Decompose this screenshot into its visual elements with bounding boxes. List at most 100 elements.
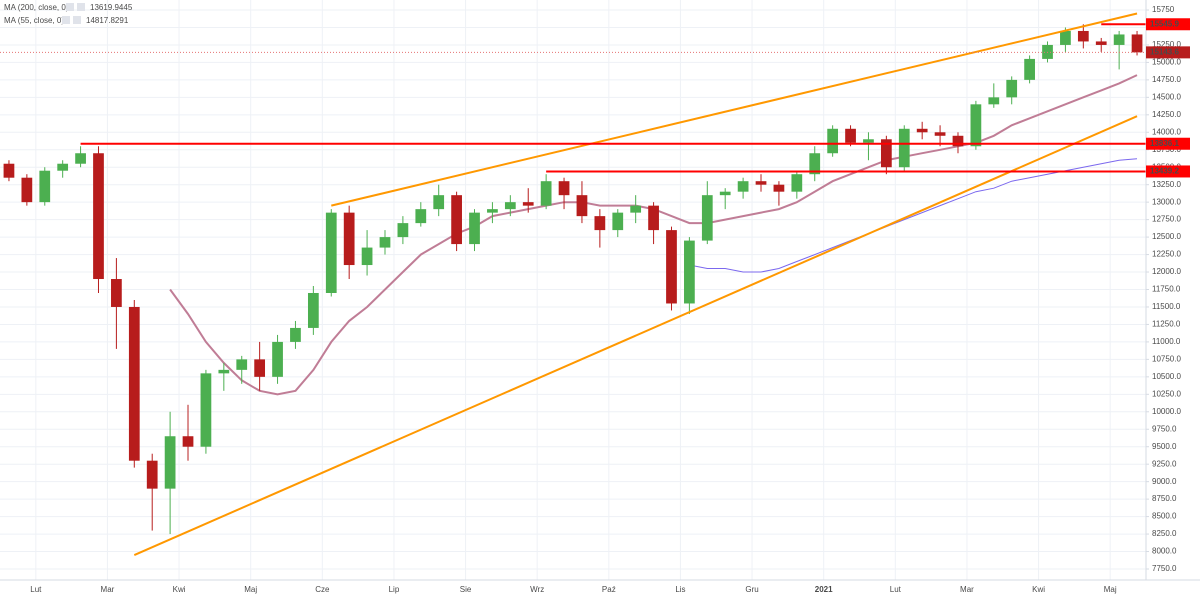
price-badge [1146,137,1190,150]
candle-body [415,209,427,224]
candle-body [343,212,355,266]
candle-body [93,153,104,280]
candle-body [845,128,856,143]
candle-body [1077,30,1089,42]
x-tick-label: Sie [460,585,472,594]
x-tick-label: Maj [1104,585,1117,594]
y-tick-label: 9750.0 [1152,424,1177,433]
candle-body [1131,34,1143,53]
candle-body [952,135,964,147]
candle-body [433,195,445,210]
candle-body [307,292,319,328]
y-tick-label: 11500.0 [1152,302,1181,311]
candle-body [451,195,462,245]
y-tick-label: 15250.0 [1152,40,1181,49]
axes: 7750.0 8000.0 8250.0 8500.0 8750.0 9000.0 9250… [30,5,1190,594]
x-tick-label: Maj [244,585,257,594]
x-tick-label: 2021 [815,585,833,594]
candle-body [684,240,695,304]
candle-body [290,327,301,342]
candle-body [1006,79,1018,98]
y-tick-label: 10500.0 [1152,372,1181,381]
y-tick-label: 12250.0 [1152,250,1181,259]
x-tick-label: Mar [101,585,115,594]
candle-body [182,436,194,447]
x-tick-label: Kwi [173,585,186,594]
y-tick-label: 14500.0 [1152,92,1181,101]
x-tick-label: Kwi [1032,585,1045,594]
candle-body [3,163,15,178]
candle-body [719,191,731,196]
y-tick-label: 8000.0 [1152,547,1177,556]
grid [0,0,1146,580]
candle-body [594,216,606,231]
y-tick-label: 15750 [1152,5,1175,14]
y-tick-label: 9250.0 [1152,459,1177,468]
price-badge-label: 13439.2 [1150,167,1179,176]
x-tick-label: Mar [960,585,974,594]
candle-body [469,212,480,245]
candle-body [1024,58,1035,80]
candle-body [379,237,391,248]
candle-body [916,128,928,133]
y-tick-label: 10000.0 [1152,407,1181,416]
y-tick-label: 11750.0 [1152,285,1181,294]
candle-body [39,170,51,203]
y-tick-label: 13000.0 [1152,197,1181,206]
y-tick-label: 13250.0 [1152,180,1181,189]
y-tick-label: 11000.0 [1152,337,1181,346]
price-badge-label: 15143.6 [1150,47,1179,56]
y-tick-label: 8500.0 [1152,512,1177,521]
candle-body [755,181,767,185]
candle-body [880,139,892,168]
y-tick-label: 14000.0 [1152,127,1181,136]
price-badge-label: 13836.1 [1150,139,1179,148]
x-tick-label: Lis [675,585,685,594]
plot [0,12,1146,556]
candle-body [1060,30,1071,45]
price-badge [1146,18,1190,31]
x-tick-label: Cze [315,585,330,594]
candle-body [128,306,140,461]
candle-body [898,128,910,168]
x-tick-label: Lip [389,585,400,594]
trendline [331,12,1138,207]
candle-body [558,181,570,196]
candle-body [630,205,642,213]
candle-body [648,205,659,231]
x-tick-label: Paź [602,585,616,594]
x-tick-label: Lut [890,585,902,594]
y-tick-label: 14250.0 [1152,110,1181,119]
x-tick-label: Wrz [530,585,544,594]
legend-value: 14817.8291 [86,16,129,25]
candle-body [863,139,874,143]
legend-label: MA (200, close, 0) [4,3,69,12]
legend: MA (200, close, 0) 13619.9445 MA (55, cl… [4,3,133,25]
candle-body [361,247,373,266]
price-badge [1146,165,1190,178]
x-tick-label: Gru [745,585,758,594]
y-tick-label: 12500.0 [1152,232,1181,241]
candle-body [988,97,1000,105]
y-tick-label: 7750.0 [1152,564,1177,573]
legend-icon [73,16,81,24]
candle-body [791,174,803,192]
y-tick-label: 9000.0 [1152,477,1177,486]
candle-body [827,128,839,154]
candle-body [576,195,588,217]
candle-body [75,153,86,164]
legend-value: 13619.9445 [90,3,133,12]
y-tick-label: 10250.0 [1152,389,1181,398]
y-tick-label: 8250.0 [1152,529,1177,538]
y-tick-label: 14750.0 [1152,75,1181,84]
y-tick-label: 10750.0 [1152,354,1181,363]
candle-body [612,212,624,231]
candle-body [970,104,982,147]
candle-body [397,223,409,238]
candle-body [236,359,248,370]
candle-body [666,230,677,304]
candle-body [111,279,122,307]
y-tick-label: 11250.0 [1152,320,1181,329]
y-tick-label: 12750.0 [1152,215,1181,224]
